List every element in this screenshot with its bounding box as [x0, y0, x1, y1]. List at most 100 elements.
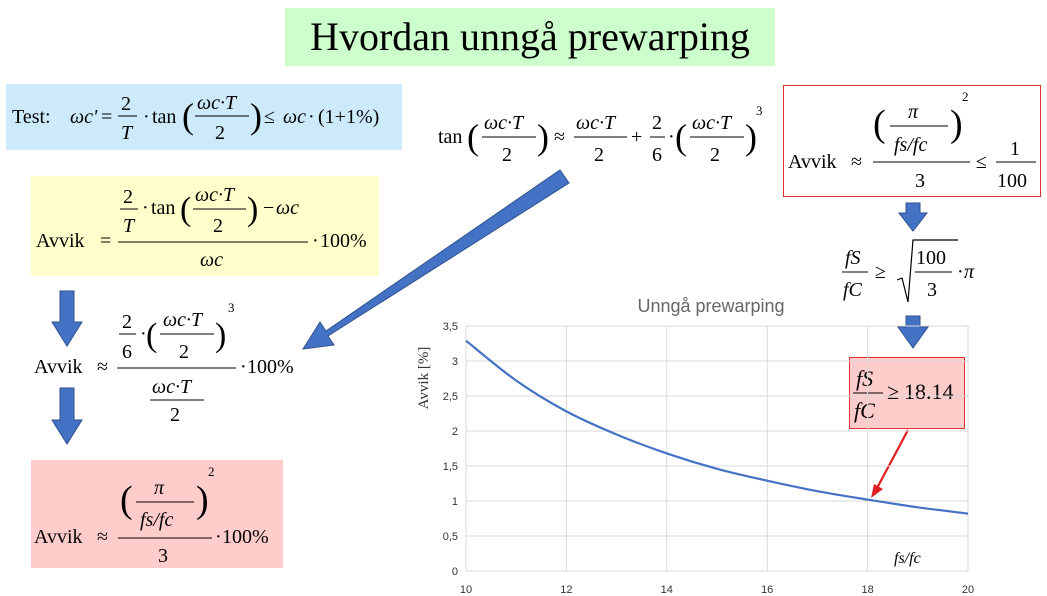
svg-text:100: 100	[997, 170, 1027, 192]
omega-c-T: ωc·T	[197, 92, 238, 114]
svg-text:): )	[537, 117, 549, 157]
svg-text:ωc·T: ωc·T	[152, 376, 193, 398]
result-box	[849, 357, 965, 429]
result-formula: fS fC ≥ 18.14	[853, 366, 954, 423]
y-tick-label: 3,5	[443, 321, 458, 333]
deviation-chart: Unngå prewarping 0 0,5 1 1,5 2 2,5 3 3,5 10 12 14…	[416, 296, 974, 596]
avvik-label: Avvik	[36, 230, 85, 252]
svg-text:3: 3	[756, 103, 763, 118]
y-tick-label: 2	[452, 426, 458, 438]
y-axis-label: Avvik [%]	[416, 347, 432, 410]
svg-text:≈: ≈	[554, 126, 565, 148]
svg-text:Avvik: Avvik	[788, 151, 837, 173]
svg-text:3: 3	[158, 545, 168, 567]
svg-text:3: 3	[927, 279, 937, 301]
down-arrow-icon	[51, 387, 83, 445]
leq-sign: ≤	[264, 106, 275, 128]
x-tick-label: 14	[661, 584, 673, 596]
svg-text:fs/fc: fs/fc	[140, 509, 173, 531]
svg-text:): )	[250, 96, 262, 136]
svg-text:T: T	[123, 215, 136, 237]
svg-text:tan: tan	[151, 197, 175, 219]
svg-text:100%: 100%	[247, 356, 294, 378]
svg-text:2: 2	[962, 89, 969, 104]
svg-text:fC: fC	[843, 279, 863, 301]
equals-sign: =	[101, 106, 112, 128]
svg-text:ωc·T: ωc·T	[195, 184, 236, 206]
red-pointer-arrow	[875, 429, 909, 491]
chart-grid	[465, 325, 969, 572]
svg-text:tan: tan	[438, 126, 462, 148]
svg-text:fs/fc: fs/fc	[894, 134, 927, 156]
svg-text:ωc·T: ωc·T	[484, 112, 525, 134]
svg-text:): )	[745, 117, 757, 157]
svg-text:2: 2	[652, 112, 662, 134]
chart-title: Unngå prewarping	[637, 296, 784, 316]
svg-text:100: 100	[916, 247, 946, 269]
svg-text:1: 1	[1010, 138, 1020, 160]
series-line	[465, 339, 969, 515]
svg-text:(: (	[146, 317, 157, 354]
svg-text:·: ·	[140, 323, 147, 345]
svg-text:≤: ≤	[976, 151, 987, 173]
svg-text:): )	[950, 103, 963, 145]
cdot: ·	[143, 106, 150, 128]
frac-den-T: T	[121, 122, 134, 144]
frac-den-2: 2	[215, 122, 225, 144]
svg-text:fC: fC	[854, 398, 875, 423]
svg-text:100%: 100%	[222, 526, 269, 548]
y-axis-ticks: 0 0,5 1 1,5 2 2,5 3 3,5	[443, 321, 458, 578]
svg-text:3: 3	[915, 170, 925, 192]
x-axis-label: fs/fc	[894, 550, 921, 567]
x-tick-label: 16	[761, 584, 773, 596]
svg-text:6: 6	[122, 341, 132, 363]
svg-text:2: 2	[710, 144, 720, 166]
omega-c: ωc	[283, 106, 306, 128]
svg-text:·: ·	[240, 356, 247, 378]
svg-text:2: 2	[122, 311, 132, 333]
page-title: Hvordan unngå prewarping	[285, 8, 775, 66]
svg-text:2: 2	[208, 464, 215, 479]
flow-arrows	[51, 169, 929, 498]
svg-text:): )	[196, 479, 209, 521]
svg-text:+: +	[631, 126, 642, 148]
svg-text:π: π	[154, 477, 165, 499]
svg-text:−: −	[263, 197, 274, 219]
avvik-definition-box	[31, 176, 379, 276]
down-arrow-icon	[897, 202, 929, 232]
svg-text:≥: ≥	[887, 379, 899, 404]
x-axis-ticks: 10 12 14 16 18 20	[460, 584, 974, 596]
svg-text:2: 2	[594, 144, 604, 166]
svg-text:ωc: ωc	[276, 197, 299, 219]
frac-num-2: 2	[121, 93, 131, 115]
down-arrow-icon	[897, 315, 929, 349]
avvik-simplified-box	[31, 460, 283, 568]
y-tick-label: 3	[452, 356, 458, 368]
svg-text:Avvik: Avvik	[34, 356, 83, 378]
svg-text:=: =	[100, 230, 111, 252]
svg-text:≈: ≈	[97, 526, 108, 548]
down-arrow-icon	[51, 290, 83, 347]
svg-text:2: 2	[123, 186, 133, 208]
svg-text:·: ·	[142, 197, 149, 219]
test-label: Test:	[12, 106, 51, 128]
avvik-criterion-box	[783, 85, 1041, 197]
tan-func: tan	[152, 106, 176, 128]
svg-text:(: (	[873, 103, 886, 145]
svg-text:≈: ≈	[851, 151, 862, 173]
svg-text:2: 2	[213, 215, 223, 237]
series-points	[465, 340, 969, 514]
y-tick-label: 0	[452, 566, 458, 578]
svg-text:·: ·	[668, 126, 675, 148]
result-value: 18.14	[904, 379, 954, 404]
svg-text:2: 2	[502, 144, 512, 166]
svg-text:(: (	[675, 117, 687, 157]
y-tick-label: 1,5	[443, 461, 458, 473]
svg-text:fS: fS	[845, 247, 861, 269]
x-tick-label: 18	[861, 584, 873, 596]
red-arrowhead-icon	[871, 484, 883, 498]
svg-text:(: (	[120, 479, 133, 521]
svg-text:ωc·T: ωc·T	[692, 112, 733, 134]
svg-text:ωc: ωc	[200, 249, 223, 271]
svg-text:3: 3	[228, 300, 235, 315]
